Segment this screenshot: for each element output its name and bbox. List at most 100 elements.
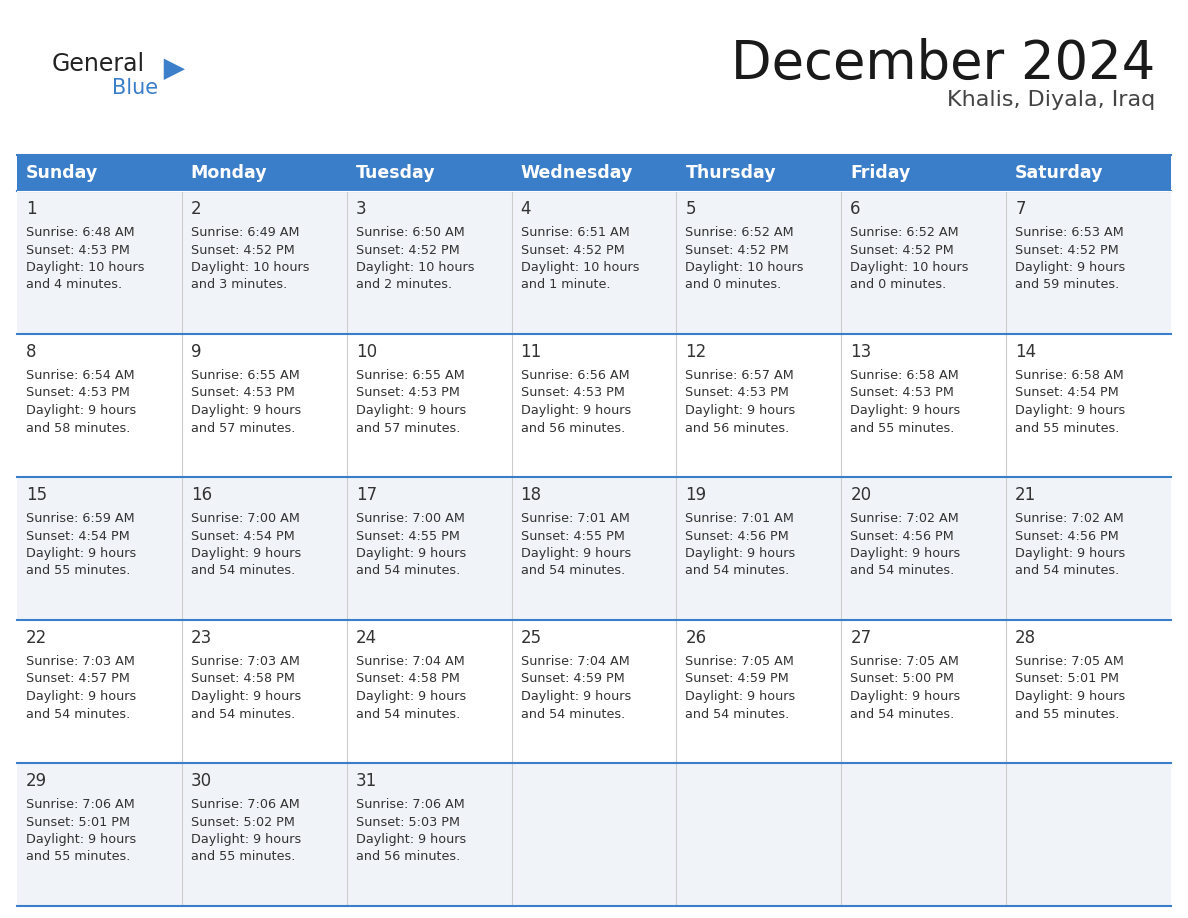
Text: and 54 minutes.: and 54 minutes. <box>355 565 460 577</box>
Bar <box>676 763 841 906</box>
Text: Sunset: 5:01 PM: Sunset: 5:01 PM <box>1015 673 1119 686</box>
Text: Sunset: 4:58 PM: Sunset: 4:58 PM <box>355 673 460 686</box>
Bar <box>676 620 841 763</box>
Bar <box>1006 191 1171 334</box>
Text: Sunset: 5:00 PM: Sunset: 5:00 PM <box>851 673 954 686</box>
Text: Sunset: 5:01 PM: Sunset: 5:01 PM <box>26 815 129 829</box>
Text: Sunrise: 6:57 AM: Sunrise: 6:57 AM <box>685 369 795 382</box>
Text: Sunrise: 6:51 AM: Sunrise: 6:51 AM <box>520 226 630 239</box>
Text: 26: 26 <box>685 629 707 647</box>
Text: Sunset: 4:56 PM: Sunset: 4:56 PM <box>685 530 789 543</box>
Text: Sunset: 4:53 PM: Sunset: 4:53 PM <box>685 386 789 399</box>
Text: and 54 minutes.: and 54 minutes. <box>191 708 295 721</box>
Text: Sunrise: 7:00 AM: Sunrise: 7:00 AM <box>355 512 465 525</box>
Text: Sunset: 4:52 PM: Sunset: 4:52 PM <box>1015 243 1119 256</box>
Bar <box>841 155 1006 191</box>
Text: 20: 20 <box>851 486 872 504</box>
Text: Sunset: 4:56 PM: Sunset: 4:56 PM <box>851 530 954 543</box>
Text: 10: 10 <box>355 343 377 361</box>
Text: Khalis, Diyala, Iraq: Khalis, Diyala, Iraq <box>947 90 1155 110</box>
Text: Blue: Blue <box>112 78 158 98</box>
Text: ◀: ◀ <box>164 54 185 82</box>
Text: Sunrise: 6:58 AM: Sunrise: 6:58 AM <box>851 369 959 382</box>
Text: Sunday: Sunday <box>26 164 99 182</box>
Text: Sunset: 4:55 PM: Sunset: 4:55 PM <box>355 530 460 543</box>
Text: Daylight: 9 hours: Daylight: 9 hours <box>191 404 301 417</box>
Text: and 58 minutes.: and 58 minutes. <box>26 421 131 434</box>
Bar <box>17 477 182 620</box>
Text: and 54 minutes.: and 54 minutes. <box>355 708 460 721</box>
Text: Sunrise: 6:59 AM: Sunrise: 6:59 AM <box>26 512 134 525</box>
Text: and 59 minutes.: and 59 minutes. <box>1015 278 1119 292</box>
Text: and 0 minutes.: and 0 minutes. <box>685 278 782 292</box>
Text: Sunset: 4:52 PM: Sunset: 4:52 PM <box>191 243 295 256</box>
Bar <box>841 191 1006 334</box>
Text: Daylight: 9 hours: Daylight: 9 hours <box>26 547 137 560</box>
Bar <box>1006 477 1171 620</box>
Text: Sunrise: 7:01 AM: Sunrise: 7:01 AM <box>685 512 795 525</box>
Text: and 0 minutes.: and 0 minutes. <box>851 278 947 292</box>
Text: Sunrise: 7:06 AM: Sunrise: 7:06 AM <box>191 798 299 811</box>
Bar <box>841 334 1006 477</box>
Text: and 54 minutes.: and 54 minutes. <box>1015 565 1119 577</box>
Text: Daylight: 10 hours: Daylight: 10 hours <box>685 261 804 274</box>
Text: 3: 3 <box>355 200 366 218</box>
Text: Sunrise: 7:02 AM: Sunrise: 7:02 AM <box>851 512 959 525</box>
Text: Daylight: 9 hours: Daylight: 9 hours <box>685 404 796 417</box>
Text: and 54 minutes.: and 54 minutes. <box>520 565 625 577</box>
Text: 11: 11 <box>520 343 542 361</box>
Bar <box>512 191 676 334</box>
Text: Sunset: 4:55 PM: Sunset: 4:55 PM <box>520 530 625 543</box>
Text: Sunset: 4:52 PM: Sunset: 4:52 PM <box>685 243 789 256</box>
Text: Daylight: 9 hours: Daylight: 9 hours <box>1015 690 1125 703</box>
Text: Sunrise: 6:50 AM: Sunrise: 6:50 AM <box>355 226 465 239</box>
Text: 18: 18 <box>520 486 542 504</box>
Text: Daylight: 9 hours: Daylight: 9 hours <box>26 404 137 417</box>
Text: Daylight: 9 hours: Daylight: 9 hours <box>355 833 466 846</box>
Text: Sunrise: 7:06 AM: Sunrise: 7:06 AM <box>26 798 134 811</box>
Bar <box>676 191 841 334</box>
Text: Sunset: 4:52 PM: Sunset: 4:52 PM <box>520 243 625 256</box>
Text: Daylight: 10 hours: Daylight: 10 hours <box>851 261 968 274</box>
Text: Daylight: 9 hours: Daylight: 9 hours <box>520 690 631 703</box>
Text: 4: 4 <box>520 200 531 218</box>
Text: Sunset: 4:53 PM: Sunset: 4:53 PM <box>851 386 954 399</box>
Text: 31: 31 <box>355 772 377 790</box>
Text: Monday: Monday <box>191 164 267 182</box>
Text: Sunrise: 6:54 AM: Sunrise: 6:54 AM <box>26 369 134 382</box>
Text: Daylight: 9 hours: Daylight: 9 hours <box>851 690 961 703</box>
Bar <box>182 334 347 477</box>
Text: 21: 21 <box>1015 486 1036 504</box>
Text: Daylight: 9 hours: Daylight: 9 hours <box>355 547 466 560</box>
Text: Daylight: 9 hours: Daylight: 9 hours <box>685 547 796 560</box>
Text: Sunrise: 7:02 AM: Sunrise: 7:02 AM <box>1015 512 1124 525</box>
Text: Daylight: 10 hours: Daylight: 10 hours <box>355 261 474 274</box>
Text: 5: 5 <box>685 200 696 218</box>
Bar <box>1006 334 1171 477</box>
Text: 23: 23 <box>191 629 213 647</box>
Text: and 54 minutes.: and 54 minutes. <box>685 565 790 577</box>
Text: Sunset: 4:54 PM: Sunset: 4:54 PM <box>26 530 129 543</box>
Text: 24: 24 <box>355 629 377 647</box>
Bar <box>676 155 841 191</box>
Text: Daylight: 9 hours: Daylight: 9 hours <box>1015 261 1125 274</box>
Text: and 55 minutes.: and 55 minutes. <box>1015 708 1119 721</box>
Bar <box>347 620 512 763</box>
Text: Sunrise: 6:53 AM: Sunrise: 6:53 AM <box>1015 226 1124 239</box>
Text: 12: 12 <box>685 343 707 361</box>
Text: Sunset: 4:53 PM: Sunset: 4:53 PM <box>355 386 460 399</box>
Text: Sunrise: 7:05 AM: Sunrise: 7:05 AM <box>851 655 959 668</box>
Text: Sunset: 4:53 PM: Sunset: 4:53 PM <box>520 386 625 399</box>
Text: and 3 minutes.: and 3 minutes. <box>191 278 287 292</box>
Bar <box>182 155 347 191</box>
Text: Sunset: 4:53 PM: Sunset: 4:53 PM <box>191 386 295 399</box>
Text: Daylight: 9 hours: Daylight: 9 hours <box>355 404 466 417</box>
Bar <box>347 334 512 477</box>
Text: and 55 minutes.: and 55 minutes. <box>26 850 131 864</box>
Text: Sunrise: 7:00 AM: Sunrise: 7:00 AM <box>191 512 299 525</box>
Text: Sunrise: 7:03 AM: Sunrise: 7:03 AM <box>191 655 299 668</box>
Text: Tuesday: Tuesday <box>355 164 435 182</box>
Text: Sunset: 4:54 PM: Sunset: 4:54 PM <box>191 530 295 543</box>
Text: 1: 1 <box>26 200 37 218</box>
Text: Daylight: 10 hours: Daylight: 10 hours <box>26 261 145 274</box>
